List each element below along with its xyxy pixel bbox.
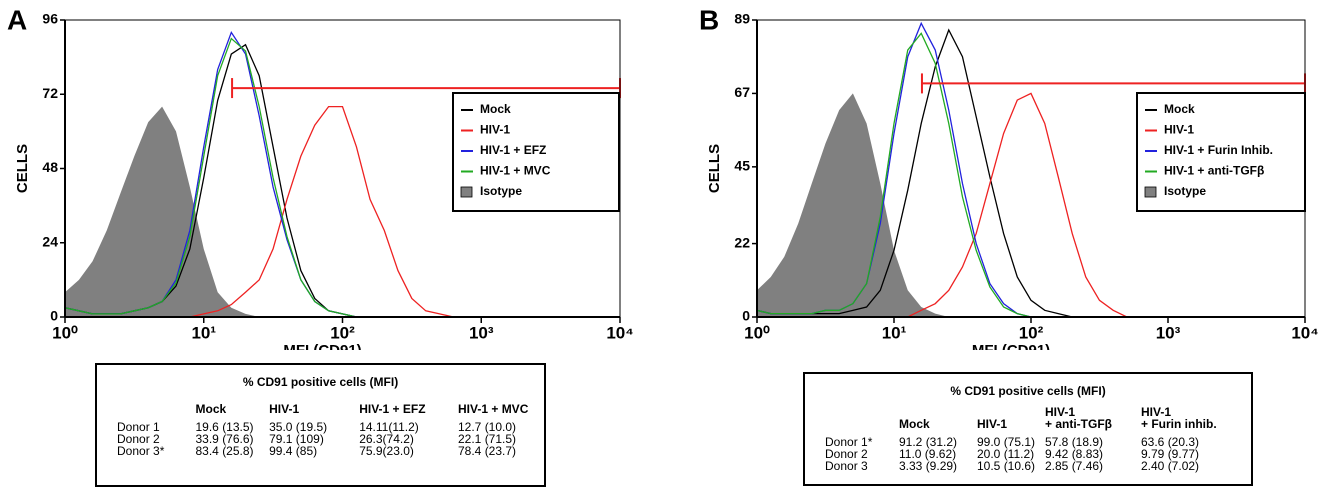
column-header: HIV-1 + EFZ	[359, 402, 426, 416]
legend-label: Isotype	[1164, 184, 1206, 198]
legend-swatch	[1144, 186, 1157, 198]
table-cell: 11.0 (9.62)	[899, 447, 957, 461]
x-tick-label: 10⁰	[52, 323, 78, 342]
table-cell: 63.6 (20.3)	[1141, 435, 1200, 449]
legend-box	[452, 92, 620, 212]
header-row: Mock HIV-1 HIV-1 + EFZ HIV-1 + MVC	[117, 403, 544, 421]
table-box: % CD91 positive cells (MFI) Mock HIV-1 HIV-…	[803, 372, 1253, 486]
legend-label: HIV-1 + anti-TGFβ	[1164, 164, 1264, 178]
legend-label: HIV-1 + MVC	[480, 164, 551, 178]
corner-cell	[825, 406, 899, 436]
legend-label: Mock	[1164, 102, 1195, 116]
isotype-area	[65, 106, 482, 317]
table-title: % CD91 positive cells (MFI)	[950, 384, 1106, 398]
legend-box	[1136, 92, 1306, 212]
table-row: Donor 2 33.9 (76.6) 79.1 (109) 26.3(74.2) 22…	[117, 433, 544, 445]
table-cell: 2.85 (7.46)	[1045, 459, 1104, 473]
x-axis-label: MFI (CD91)	[283, 342, 361, 350]
y-axis-label: CELLS	[706, 144, 723, 193]
legend-label: HIV-1 + EFZ	[480, 143, 546, 157]
table-cell: 9.79 (9.77)	[1141, 447, 1200, 461]
table-cell: 99.4 (85)	[269, 444, 318, 458]
table-cell: 22.1 (71.5)	[458, 432, 517, 446]
panel-label: B	[699, 4, 719, 35]
table-box: % CD91 positive cells (MFI) Mock HIV-1 HIV-…	[95, 363, 546, 487]
column-header: HIV-1	[977, 417, 1008, 431]
table-cell: 3.33 (9.29)	[899, 459, 958, 473]
x-tick-label: 10⁴	[606, 323, 633, 342]
legend-label: HIV-1 + Furin Inhib.	[1164, 143, 1273, 157]
table-cell: 19.6 (13.5)	[195, 420, 254, 434]
table-cell: 83.4 (25.8)	[195, 444, 254, 458]
row-label: Donor 3	[825, 459, 868, 473]
y-tick-label: 0	[742, 308, 750, 324]
table-row: Donor 1* 91.2 (31.2) 99.0 (75.1) 57.8 (18.9…	[825, 436, 1237, 448]
legend-label: HIV-1	[1164, 123, 1194, 137]
table-cell: 75.9(23.0)	[359, 444, 414, 458]
table-cell: 12.7 (10.0)	[458, 420, 517, 434]
table-cell: 91.2 (31.2)	[899, 435, 958, 449]
header-row: Mock HIV-1 HIV-1 + anti-TGFβ HIV-1 + Furin …	[825, 406, 1237, 436]
panel-label: A	[7, 4, 27, 35]
data-table: Mock HIV-1 HIV-1 + EFZ HIV-1 + MVC Donor 1 19…	[117, 403, 544, 457]
table-row: Donor 1 19.6 (13.5) 35.0 (19.5) 14.11(11.2)…	[117, 421, 544, 433]
corner-cell	[117, 403, 196, 421]
table-cell: 9.42 (8.83)	[1045, 447, 1104, 461]
table-cell: 14.11(11.2)	[359, 420, 419, 434]
y-tick-label: 67	[734, 84, 750, 100]
table-title: % CD91 positive cells (MFI)	[242, 375, 399, 389]
legend-label: Mock	[480, 102, 511, 116]
x-tick-label: 10⁰	[744, 323, 770, 342]
table-cell: 35.0 (19.5)	[269, 420, 328, 434]
x-axis-label: MFI (CD91)	[972, 342, 1050, 350]
table-cell: 33.9 (76.6)	[195, 432, 254, 446]
row-label: Donor 3*	[117, 444, 165, 458]
y-axis-label: CELLS	[14, 144, 31, 193]
table-cell: 20.0 (11.2)	[977, 447, 1035, 461]
y-tick-label: 22	[734, 234, 750, 250]
y-tick-label: 72	[42, 85, 58, 101]
y-tick-label: 89	[734, 11, 750, 27]
table-row: Donor 3* 83.4 (25.8) 99.4 (85) 75.9(23.0) 78…	[117, 445, 544, 457]
isotype-area	[757, 93, 1168, 317]
table-row: Donor 3 3.33 (9.29) 10.5 (10.6) 2.85 (7.46)…	[825, 460, 1237, 472]
data-table: Mock HIV-1 HIV-1 + anti-TGFβ HIV-1 + Furin …	[825, 406, 1237, 472]
column-header: HIV-1 + MVC	[458, 402, 529, 416]
table-cell: 78.4 (23.7)	[458, 444, 517, 458]
legend-label: HIV-1	[480, 123, 510, 137]
y-tick-label: 0	[50, 308, 58, 324]
table-cell: 10.5 (10.6)	[977, 459, 1036, 473]
x-tick-label: 10²	[1019, 323, 1044, 342]
column-header: Mock	[195, 402, 227, 416]
table-cell: 79.1 (109)	[269, 432, 324, 446]
x-tick-label: 10³	[1156, 323, 1181, 342]
x-tick-label: 10⁴	[1291, 323, 1318, 342]
y-tick-label: 96	[42, 11, 58, 27]
table-cell: 57.8 (18.9)	[1045, 435, 1104, 449]
y-tick-label: 24	[42, 233, 58, 249]
row-label: Donor 1*	[825, 435, 873, 449]
row-label: Donor 2	[117, 432, 160, 446]
row-label: Donor 1	[117, 420, 160, 434]
column-header: HIV-1 + Furin inhib.	[1141, 405, 1217, 431]
y-tick-label: 48	[42, 159, 58, 175]
column-header: Mock	[899, 417, 930, 431]
x-tick-label: 10²	[330, 323, 355, 342]
table-cell: 99.0 (75.1)	[977, 435, 1036, 449]
x-tick-label: 10¹	[882, 323, 907, 342]
table-cell: 2.40 (7.02)	[1141, 459, 1200, 473]
table-cell: 26.3(74.2)	[359, 432, 414, 446]
table-row: Donor 2 11.0 (9.62) 20.0 (11.2) 9.42 (8.83)…	[825, 448, 1237, 460]
x-tick-label: 10¹	[191, 323, 216, 342]
column-header: HIV-1	[269, 402, 300, 416]
legend-label: Isotype	[480, 184, 522, 198]
legend-swatch	[460, 186, 473, 198]
column-header: HIV-1 + anti-TGFβ	[1045, 405, 1112, 431]
x-tick-label: 10³	[469, 323, 494, 342]
row-label: Donor 2	[825, 447, 868, 461]
charts: 0 24 48 72 96 10⁰ 10¹ 10² 10³ 10⁴ A CELLS MFI (CD91)…	[7, 4, 1319, 359]
y-tick-label: 45	[734, 158, 750, 174]
